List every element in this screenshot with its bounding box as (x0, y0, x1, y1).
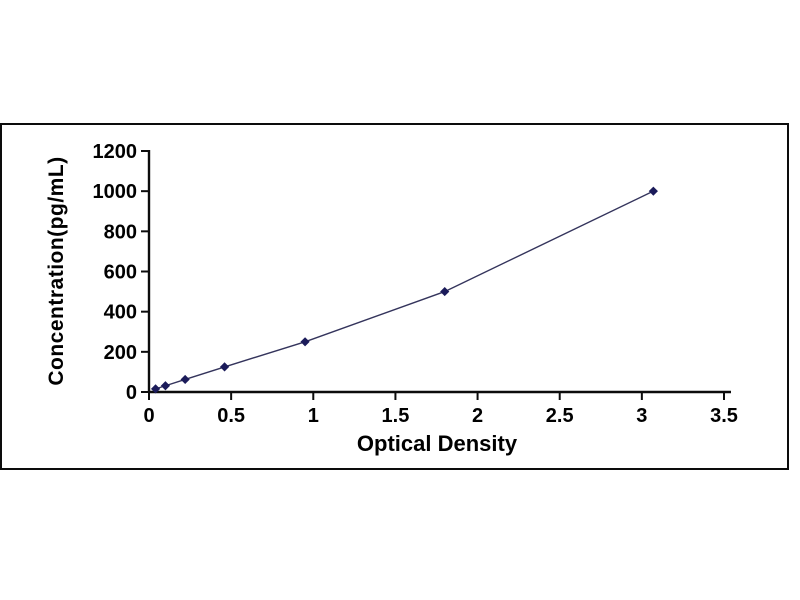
data-point-marker (440, 286, 450, 297)
data-point-marker (180, 374, 190, 385)
data-point-marker (160, 381, 171, 391)
data-point-marker (648, 186, 658, 196)
x-tick-label: 0.5 (217, 405, 245, 427)
series-line (155, 190, 654, 390)
x-tick-label: 2 (472, 405, 483, 427)
data-point-marker (219, 362, 230, 372)
y-tick-label: 200 (104, 342, 137, 364)
y-tick-label: 400 (104, 302, 137, 324)
x-tick-label: 3 (636, 405, 647, 427)
y-tick-label: 0 (126, 382, 137, 404)
x-tick-label: 2.5 (546, 405, 574, 427)
y-tick-label: 600 (104, 262, 137, 284)
data-point-marker (150, 384, 161, 394)
x-tick-label: 3.5 (710, 405, 738, 427)
y-tick-label: 800 (104, 221, 137, 243)
y-tick-label: 1200 (93, 141, 138, 163)
x-axis-title: Optical Density (356, 431, 518, 456)
x-tick-label: 1.5 (382, 405, 410, 427)
y-tick-label: 1000 (93, 181, 138, 203)
x-tick-label: 0 (143, 405, 154, 427)
data-point-marker (300, 337, 310, 347)
chart-frame (0, 123, 789, 470)
x-tick-label: 1 (308, 405, 319, 427)
